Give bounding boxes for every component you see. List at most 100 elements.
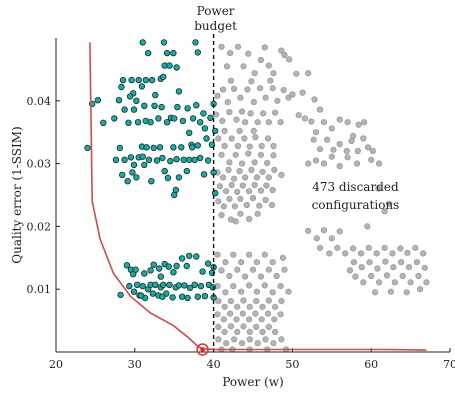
kept-point xyxy=(151,102,158,109)
x-tick-label: 60 xyxy=(364,358,378,371)
discarded-point xyxy=(381,244,388,251)
discarded-point xyxy=(232,218,239,225)
discarded-point xyxy=(357,250,365,257)
kept-point xyxy=(138,83,146,90)
kept-point xyxy=(170,49,177,57)
discarded-point xyxy=(218,151,225,158)
kept-point xyxy=(119,76,127,84)
kept-point xyxy=(142,76,149,84)
discarded-point xyxy=(382,258,389,265)
kept-point xyxy=(201,125,209,132)
kept-point xyxy=(193,101,200,109)
ticks: 20 30 40 50 60 70 0.01 0.02 0.03 0.04 xyxy=(27,95,455,371)
discarded-point xyxy=(280,86,287,94)
x-tick-label: 70 xyxy=(443,358,455,371)
discarded-point xyxy=(262,336,269,343)
selected-config-dot xyxy=(200,347,205,352)
discarded-point xyxy=(376,279,383,286)
discarded-point xyxy=(324,136,331,143)
kept-point xyxy=(167,157,174,165)
discarded-point xyxy=(218,212,225,219)
discarded-point xyxy=(262,94,269,101)
discarded-point xyxy=(320,160,328,167)
discarded-point xyxy=(389,250,396,257)
kept-point xyxy=(145,156,153,163)
kept-point xyxy=(139,153,146,160)
discarded-point xyxy=(246,303,253,310)
discarded-point xyxy=(369,147,376,155)
discarded-point xyxy=(252,310,259,317)
discarded-point xyxy=(246,143,253,150)
discarded-point xyxy=(348,137,355,145)
kept-point xyxy=(133,174,140,181)
discarded-point xyxy=(415,272,422,280)
kept-point xyxy=(112,156,120,163)
kept-point xyxy=(163,118,171,126)
discarded-point xyxy=(231,85,238,92)
discarded-point xyxy=(268,201,276,209)
discarded-point xyxy=(223,340,230,347)
discarded-point xyxy=(285,288,292,295)
discarded-point xyxy=(241,135,248,142)
discarded-point xyxy=(398,259,405,266)
discarded-point xyxy=(234,43,242,50)
discarded-point xyxy=(259,168,266,175)
discarded-point xyxy=(246,328,253,336)
kept-point xyxy=(117,291,124,299)
discarded-point xyxy=(231,336,238,343)
discarded-points xyxy=(212,43,430,353)
discarded-point xyxy=(360,135,367,142)
kept-point xyxy=(161,167,168,175)
kept-point xyxy=(189,115,197,122)
discarded-point xyxy=(218,267,225,274)
discarded-point xyxy=(249,195,257,202)
discarded-point xyxy=(254,210,261,217)
discarded-point xyxy=(227,323,234,330)
discarded-point xyxy=(336,228,343,235)
discarded-point xyxy=(365,244,372,251)
kept-point xyxy=(170,269,177,276)
discarded-point xyxy=(270,70,277,77)
kept-point xyxy=(165,263,172,270)
kept-point xyxy=(200,171,208,178)
discarded-point xyxy=(251,159,258,166)
kept-point xyxy=(199,268,206,275)
discarded-point xyxy=(364,223,371,230)
kept-point xyxy=(121,156,128,163)
discarded-point xyxy=(249,266,257,273)
discarded-point xyxy=(226,195,233,202)
discarded-point xyxy=(246,336,253,343)
discarded-point xyxy=(261,44,268,51)
discarded-point xyxy=(352,273,359,280)
discarded-point xyxy=(245,150,252,157)
discarded-point xyxy=(219,117,226,124)
kept-point xyxy=(139,282,146,290)
kept-point xyxy=(156,144,164,151)
discarded-point xyxy=(407,279,414,286)
discarded-point xyxy=(334,244,341,251)
kept-point xyxy=(170,191,178,199)
discarded-point xyxy=(240,63,247,70)
discarded-point xyxy=(220,86,227,93)
discarded-point xyxy=(242,174,249,181)
discarded-point xyxy=(293,70,300,77)
discarded-point xyxy=(368,272,375,280)
kept-point xyxy=(147,118,154,126)
discarded-point xyxy=(274,97,281,104)
kept-point xyxy=(203,135,210,142)
discarded-point xyxy=(215,298,222,305)
discarded-point xyxy=(281,266,288,273)
kept-point xyxy=(175,88,183,95)
discarded-point xyxy=(267,77,274,84)
discarded-point xyxy=(289,91,296,98)
discarded-point xyxy=(272,109,279,116)
discarded-point xyxy=(265,119,272,126)
discarded-point xyxy=(238,108,246,115)
discarded-point xyxy=(244,86,251,93)
discarded-point xyxy=(420,250,427,257)
discarded-point xyxy=(250,127,257,134)
discarded-point xyxy=(354,147,361,155)
discarded-point xyxy=(265,266,272,273)
kept-point xyxy=(130,161,138,169)
